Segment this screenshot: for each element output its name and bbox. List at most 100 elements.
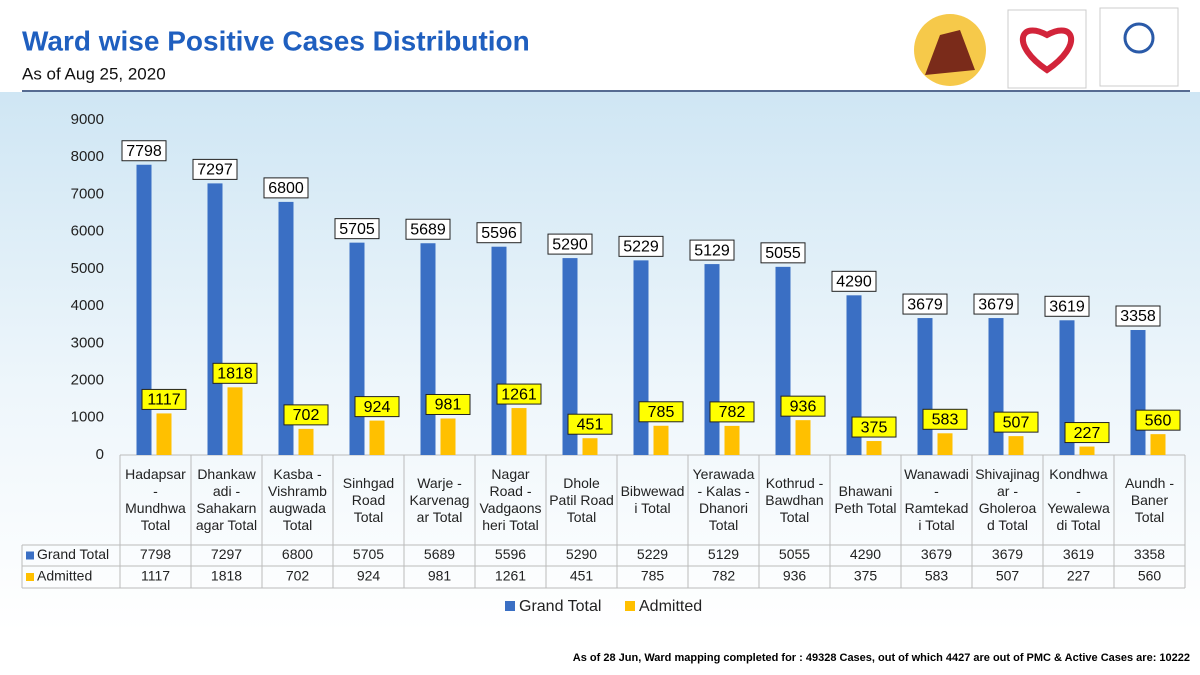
data-label: 5129 [694, 242, 730, 259]
bar [440, 418, 456, 455]
data-label-box [212, 362, 258, 384]
data-label: 981 [435, 397, 462, 414]
x-tick-label: Kondhwa - Yewalewadi Total [1047, 466, 1110, 533]
table-value: 936 [783, 568, 807, 584]
table-value: 782 [712, 568, 736, 584]
table-value: 583 [925, 568, 949, 584]
bar [491, 246, 507, 455]
data-label: 1818 [217, 366, 253, 383]
y-tick-label: 0 [96, 446, 104, 463]
bar [420, 243, 436, 455]
subtitle: As of Aug 25, 2020 [22, 64, 166, 83]
table-value: 7297 [211, 546, 242, 562]
table-value: 227 [1067, 568, 1091, 584]
data-label: 702 [293, 407, 320, 424]
table-value: 5290 [566, 546, 597, 562]
data-label-box [760, 242, 806, 264]
table-value: 924 [357, 568, 381, 584]
data-label-box [689, 239, 735, 261]
logo-pmc-figure [925, 30, 975, 75]
data-label-box [496, 383, 542, 405]
y-tick-label: 5000 [71, 260, 104, 277]
data-label-box [283, 404, 329, 426]
x-tick-label: Kothrud - Bawdhan Total [765, 474, 824, 525]
bar [846, 295, 862, 455]
bar [207, 183, 223, 455]
table-value: 5229 [637, 546, 668, 562]
table-value: 7798 [140, 546, 171, 562]
bar [1130, 330, 1146, 455]
data-label: 5705 [339, 221, 375, 238]
data-label-box [192, 158, 238, 180]
y-tick-label: 8000 [71, 148, 104, 165]
table-value: 702 [286, 568, 310, 584]
data-label-box [141, 388, 187, 410]
data-label: 451 [577, 416, 604, 433]
table-value: 375 [854, 568, 878, 584]
y-tick-label: 9000 [71, 111, 104, 128]
x-tick-label: Wanawadi - Ramtekadi Total [904, 466, 969, 533]
table-value: 3679 [921, 546, 952, 562]
table-value: 1117 [141, 568, 170, 584]
data-label-box [405, 218, 451, 240]
data-label: 227 [1074, 425, 1101, 442]
table-value: 5689 [424, 546, 455, 562]
data-label: 507 [1003, 414, 1030, 431]
data-label: 1261 [501, 386, 537, 403]
bar [298, 428, 314, 455]
logos [914, 7, 1179, 89]
data-label: 3679 [907, 296, 943, 313]
data-label-box [1064, 422, 1110, 444]
bar [988, 318, 1004, 455]
y-tick-label: 6000 [71, 223, 104, 240]
data-label-box [709, 401, 755, 423]
title: Ward wise Positive Cases Distribution [22, 25, 530, 56]
bar [136, 164, 152, 456]
table-value: 451 [570, 568, 594, 584]
data-label-box [567, 413, 613, 435]
x-tick-label: Warje - Karvenagar Total [409, 474, 470, 525]
bar [866, 441, 882, 455]
table-value: 3679 [992, 546, 1023, 562]
table-value: 785 [641, 568, 665, 584]
table-value: 6800 [282, 546, 313, 562]
table-value: 1818 [211, 568, 242, 584]
table-legend-key [26, 573, 34, 581]
bar [511, 408, 527, 455]
table-value: 507 [996, 568, 1020, 584]
data-label-box [851, 416, 897, 438]
y-tick-label: 1000 [71, 409, 104, 426]
bar [653, 425, 669, 455]
data-label-box [334, 218, 380, 240]
data-label-box [121, 140, 167, 162]
data-label-box [425, 393, 471, 415]
data-label: 5290 [552, 236, 588, 253]
x-tick-label: Nagar Road - Vadgaonsheri Total [479, 466, 542, 533]
x-tick-label: Hadapsar - Mundhwa Total [125, 466, 186, 533]
data-label-box [476, 222, 522, 244]
data-label: 7297 [197, 162, 233, 179]
data-label: 924 [364, 399, 391, 416]
legend-key [505, 601, 515, 611]
x-tick-label: Sinhgad Road Total [342, 474, 395, 525]
bar [704, 264, 720, 455]
bar [369, 420, 385, 455]
x-tick-label: Dhole Patil Road Total [549, 474, 614, 525]
data-label-box [354, 396, 400, 418]
data-label: 375 [861, 419, 888, 436]
data-label: 1117 [147, 392, 180, 409]
data-label: 5229 [623, 239, 659, 256]
bar [917, 318, 933, 455]
data-label: 3679 [978, 296, 1014, 313]
data-label: 5055 [765, 245, 801, 262]
table-value: 1261 [495, 568, 526, 584]
data-label-box [831, 270, 877, 292]
data-label-box [618, 235, 664, 257]
bar [1008, 436, 1024, 455]
y-tick-label: 3000 [71, 334, 104, 351]
table-value: 3619 [1063, 546, 1094, 562]
logo-smart-city-mark [1123, 22, 1155, 54]
bar [937, 433, 953, 455]
